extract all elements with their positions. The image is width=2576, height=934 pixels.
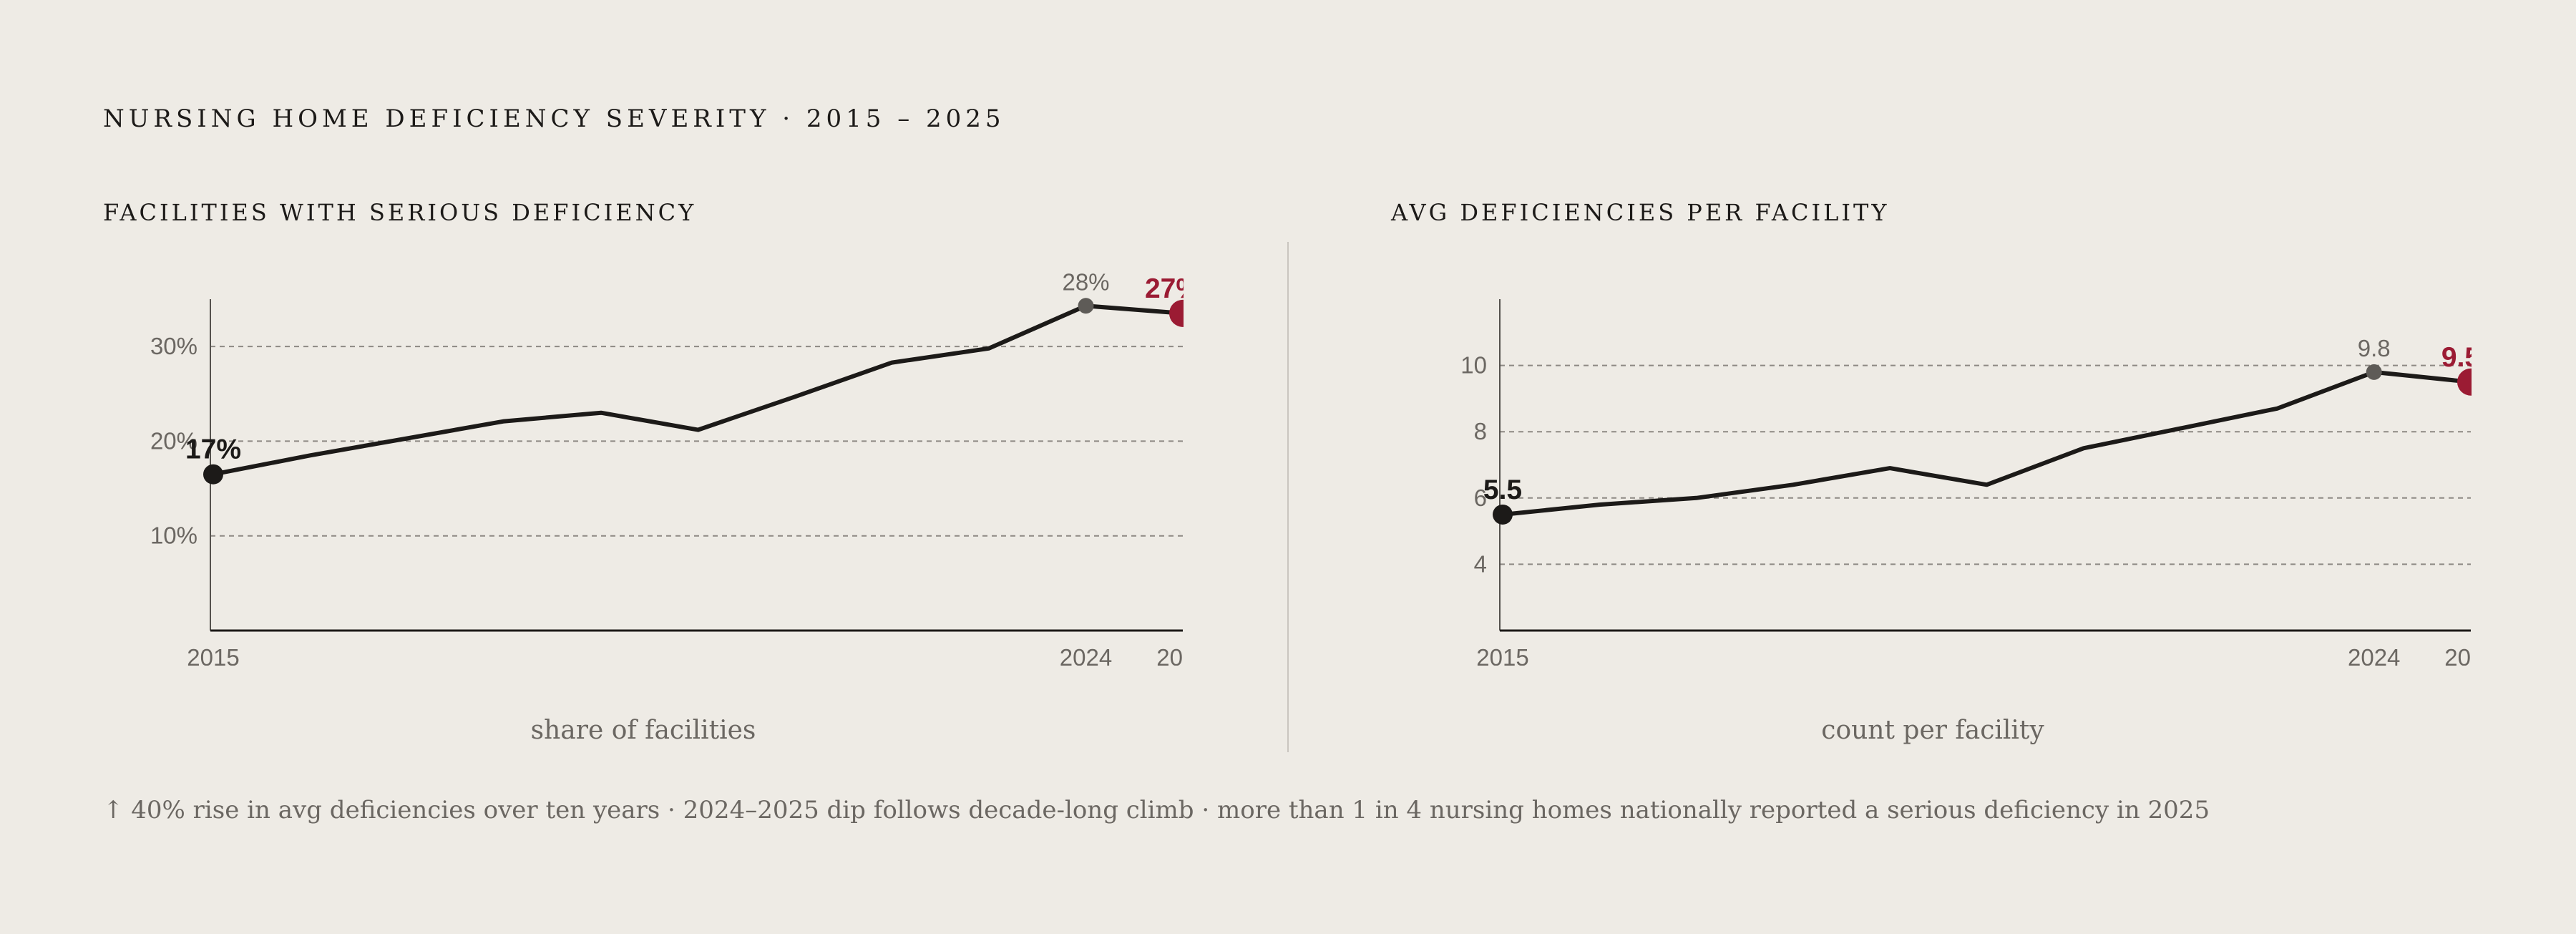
panel-divider [1287,242,1289,752]
peak-point [2366,364,2382,380]
start-label: 5.5 [1483,475,1522,505]
y-tick-label: 6 [1474,485,1487,511]
series-line [213,303,1184,477]
x-axis-label-left: share of facilities [530,716,756,745]
series-line [1502,369,2472,517]
start-point [1493,504,1513,525]
peak-label: 9.8 [2358,335,2391,361]
end-label: 27% [1145,273,1201,304]
y-tick-label: 4 [1474,550,1487,577]
x-tick-label: 2024 [2348,644,2400,671]
y-tick-label: 30% [150,333,197,359]
start-label: 17% [185,434,241,465]
x-tick-label: 2024 [1060,644,1112,671]
start-point [203,464,223,485]
x-tick-label: 2025 [1156,644,1209,671]
y-tick-label: 10 [1460,352,1487,379]
end-point [2457,368,2472,396]
x-axis-label-right: count per facility [1821,716,2044,745]
x-tick-label: 2015 [1476,644,1528,671]
panel-title-left: FACILITIES WITH SERIOUS DEFICIENCY [103,199,697,226]
y-tick-label: 10% [150,522,197,549]
x-tick-label: 2015 [187,644,239,671]
page-title: NURSING HOME DEFICIENCY SEVERITY · 2015 … [103,104,1005,133]
y-tick-label: 8 [1474,418,1487,444]
x-tick-label: 2025 [2444,644,2497,671]
panel-title-right: AVG DEFICIENCIES PER FACILITY [1391,199,1890,226]
end-point [1169,299,1184,327]
chart-avg-deficiencies: 4 6 8 10 2015 2024 2025 5.5 9.8 9.5 [1460,299,2497,671]
peak-point [1078,298,1094,314]
chart-serious-deficiency: 10% 20% 30% 2015 2024 2025 17% 28% 27% [150,268,1209,671]
footer-note: ↑ 40% rise in avg deficiencies over ten … [103,796,2210,824]
end-label: 9.5 [2441,342,2480,373]
peak-label: 28% [1062,268,1109,295]
y-tick-label: 20% [150,427,197,454]
